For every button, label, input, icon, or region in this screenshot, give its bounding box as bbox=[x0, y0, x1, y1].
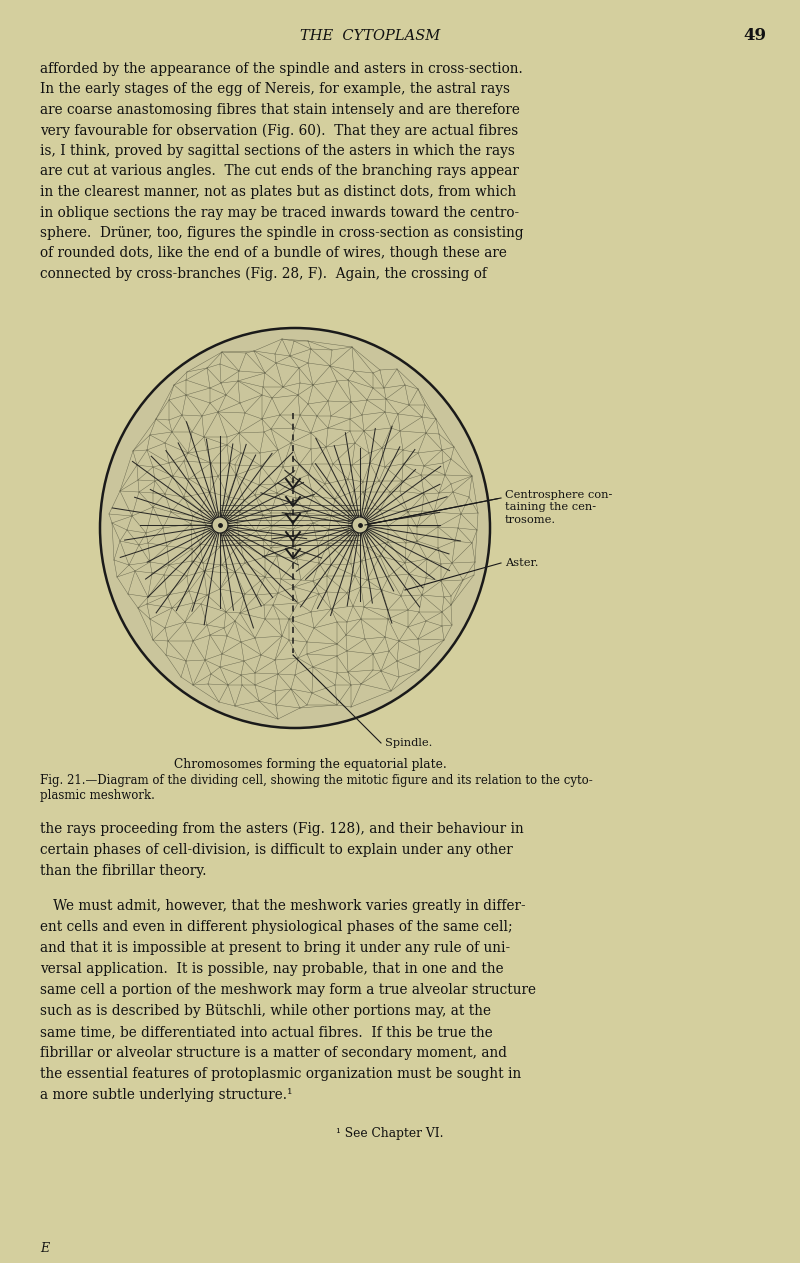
Ellipse shape bbox=[100, 328, 490, 727]
Text: in the clearest manner, not as plates but as distinct dots, from which: in the clearest manner, not as plates bu… bbox=[40, 184, 516, 200]
Text: the rays proceeding from the asters (Fig. 128), and their behaviour in: the rays proceeding from the asters (Fig… bbox=[40, 822, 524, 836]
Text: fibrillar or alveolar structure is a matter of secondary moment, and: fibrillar or alveolar structure is a mat… bbox=[40, 1046, 507, 1060]
Text: Spindle.: Spindle. bbox=[385, 738, 432, 748]
Text: afforded by the appearance of the spindle and asters in cross-section.: afforded by the appearance of the spindl… bbox=[40, 62, 522, 76]
Text: a more subtle underlying structure.¹: a more subtle underlying structure.¹ bbox=[40, 1087, 293, 1103]
Text: are cut at various angles.  The cut ends of the branching rays appear: are cut at various angles. The cut ends … bbox=[40, 164, 519, 178]
Circle shape bbox=[352, 517, 368, 533]
Text: ent cells and even in different physiological phases of the same cell;: ent cells and even in different physiolo… bbox=[40, 919, 513, 935]
Text: than the fibrillar theory.: than the fibrillar theory. bbox=[40, 864, 206, 878]
Text: such as is described by Bütschli, while other portions may, at the: such as is described by Bütschli, while … bbox=[40, 1004, 491, 1018]
Text: In the early stages of the egg of ​Nereis, for example, the astral rays: In the early stages of the egg of ​Nerei… bbox=[40, 82, 510, 96]
Text: E: E bbox=[40, 1242, 49, 1255]
Text: 49: 49 bbox=[743, 28, 766, 44]
Text: THE  CYTOPLASM: THE CYTOPLASM bbox=[300, 29, 440, 43]
Text: certain phases of cell-division, is difficult to explain under any other: certain phases of cell-division, is diff… bbox=[40, 842, 513, 858]
Text: of rounded dots, like the end of a bundle of wires, though these are: of rounded dots, like the end of a bundl… bbox=[40, 246, 507, 260]
Text: Fig. 21.—Diagram of the dividing cell, showing the mitotic figure and its relati: Fig. 21.—Diagram of the dividing cell, s… bbox=[40, 774, 593, 787]
Text: We must admit, however, that the meshwork varies greatly in differ-: We must admit, however, that the meshwor… bbox=[40, 899, 526, 913]
Text: very favourable for observation (Fig. 60).  That they are actual fibres: very favourable for observation (Fig. 60… bbox=[40, 124, 518, 138]
Text: sphere.  Drüner, too, figures the spindle in cross-section as consisting: sphere. Drüner, too, figures the spindle… bbox=[40, 226, 524, 240]
Text: ¹ See Chapter VI.: ¹ See Chapter VI. bbox=[336, 1127, 444, 1140]
Text: plasmic meshwork.: plasmic meshwork. bbox=[40, 789, 155, 802]
Text: is, I think, proved by sagittal sections of the asters in which the rays: is, I think, proved by sagittal sections… bbox=[40, 144, 515, 158]
Text: Centrosphere con-
taining the cen-
trosome.: Centrosphere con- taining the cen- troso… bbox=[505, 490, 612, 525]
Text: and that it is impossible at present to bring it under any rule of uni-: and that it is impossible at present to … bbox=[40, 941, 510, 955]
Text: Chromosomes forming the equatorial plate.: Chromosomes forming the equatorial plate… bbox=[174, 758, 446, 770]
Text: the essential features of protoplasmic organization must be sought in: the essential features of protoplasmic o… bbox=[40, 1067, 522, 1081]
Circle shape bbox=[212, 517, 228, 533]
Text: in oblique sections the ray may be traced inwards toward the centro-: in oblique sections the ray may be trace… bbox=[40, 206, 519, 220]
Text: same time, be differentiated into actual fibres.  If this be true the: same time, be differentiated into actual… bbox=[40, 1026, 493, 1039]
Text: connected by cross-branches (Fig. 28, F).  Again, the crossing of: connected by cross-branches (Fig. 28, F)… bbox=[40, 266, 487, 282]
Text: versal application.  It is possible, nay probable, that in one and the: versal application. It is possible, nay … bbox=[40, 962, 504, 976]
Text: are coarse anastomosing fibres that stain intensely and​ are therefore: are coarse anastomosing fibres that stai… bbox=[40, 104, 520, 117]
Text: Aster.: Aster. bbox=[505, 558, 538, 568]
Text: same cell a portion of the meshwork may form a true alveolar structure: same cell a portion of the meshwork may … bbox=[40, 983, 536, 997]
